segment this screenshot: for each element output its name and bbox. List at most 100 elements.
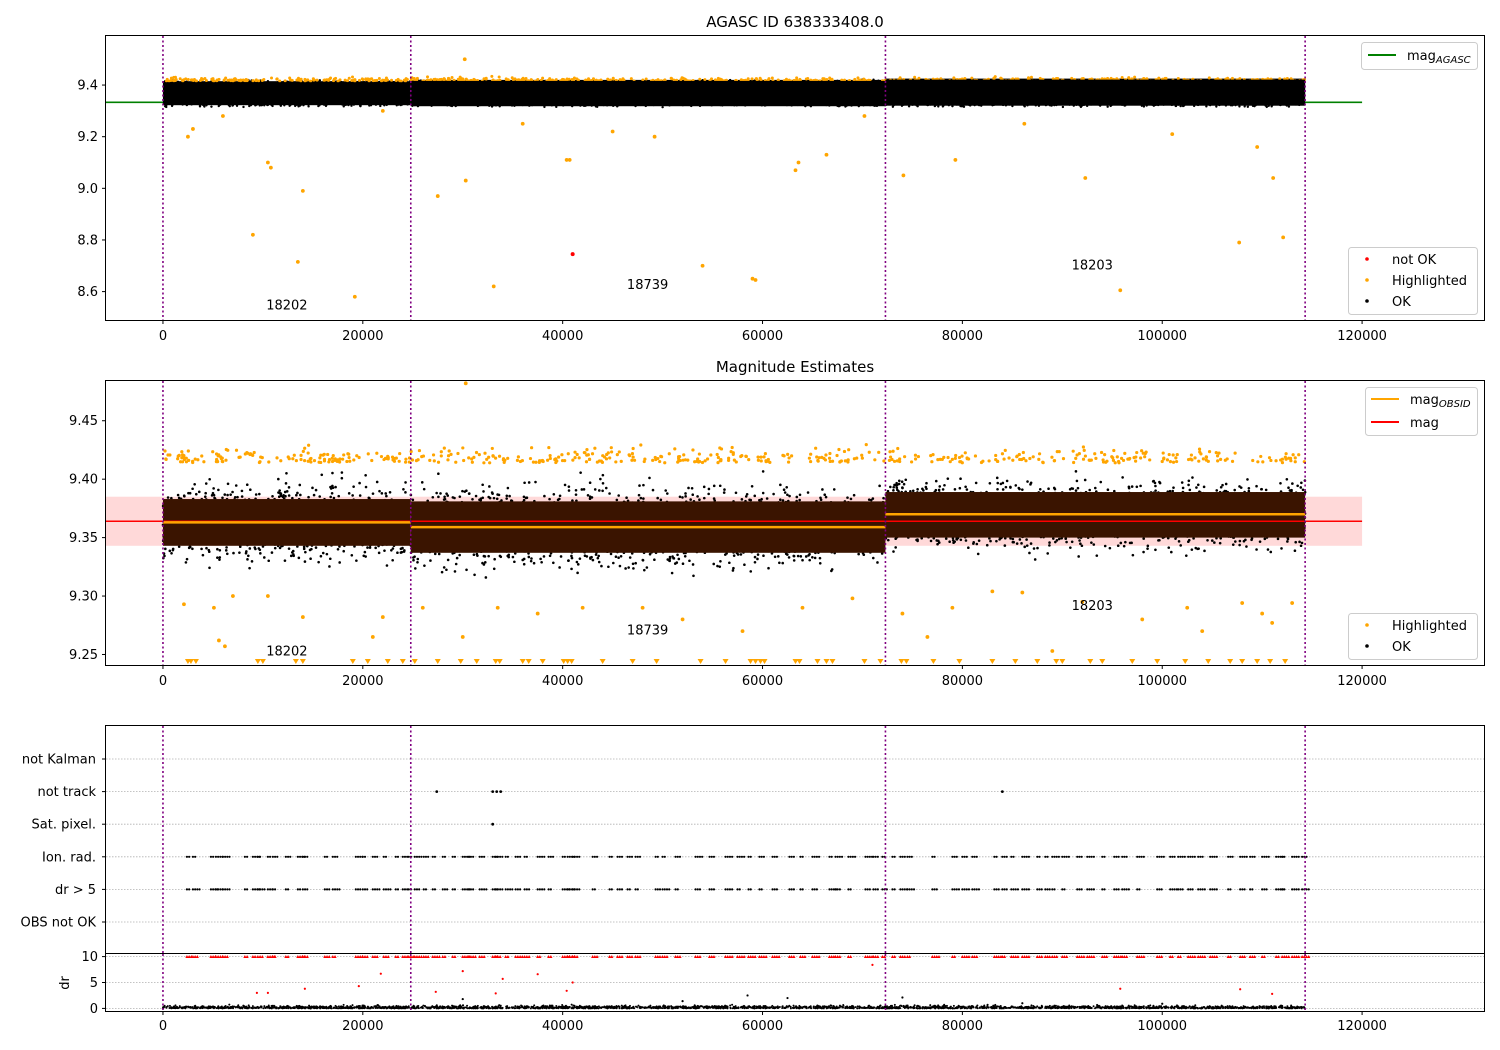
ok-point (580, 488, 584, 491)
highlighted-point (186, 134, 190, 139)
ok-point (508, 494, 511, 498)
ok-point (453, 570, 457, 573)
ok-point (263, 104, 266, 107)
ok-point (163, 554, 166, 558)
ok-point (792, 559, 796, 562)
ok-point (808, 558, 811, 562)
ok-point (728, 78, 732, 82)
ok-point (235, 104, 239, 107)
highlighted-point (299, 77, 303, 81)
ok-point (567, 489, 571, 492)
ok-point (193, 483, 196, 486)
highlighted-point (184, 77, 188, 81)
highlighted-point (204, 79, 208, 83)
ok-point (185, 557, 189, 561)
ytick-label: 8.8 (77, 233, 98, 248)
ok-point (285, 471, 288, 475)
highlighted-point (189, 78, 193, 82)
highlighted-point (746, 77, 750, 81)
ok-point (437, 495, 440, 499)
ok-point (379, 104, 382, 108)
highlighted-point (415, 76, 419, 80)
ok-point (170, 104, 174, 108)
ok-point (818, 556, 822, 560)
ok-point (522, 495, 526, 499)
ok-point (1179, 104, 1182, 108)
highlighted-point (679, 78, 683, 82)
ok-point (567, 485, 571, 488)
highlighted-point (343, 78, 347, 82)
highlighted-point (970, 76, 974, 80)
ok-point (170, 551, 173, 555)
ok-point (937, 105, 940, 108)
highlighted-point (385, 78, 389, 82)
ok-point (691, 563, 695, 566)
ok-point (325, 552, 329, 556)
ok-point (488, 485, 491, 488)
highlighted-point (377, 77, 381, 81)
ok-point (634, 561, 637, 565)
ok-point (529, 559, 533, 563)
ok-point (378, 489, 381, 493)
ok-point (575, 560, 579, 564)
ok-point (283, 559, 287, 562)
ok-point (552, 561, 555, 565)
highlighted-point (224, 76, 228, 80)
highlighted-point (191, 127, 195, 131)
highlighted-point (824, 152, 829, 157)
ok-point (661, 105, 664, 109)
highlighted-point (622, 78, 626, 82)
ok-point (363, 550, 367, 554)
ok-point (732, 554, 736, 557)
ok-point (283, 490, 287, 494)
ok-point (473, 573, 476, 577)
ok-point (1267, 104, 1270, 108)
ok-point (307, 105, 310, 108)
panel1-frame (105, 35, 1485, 321)
highlighted-point (575, 77, 579, 81)
ok-point (338, 545, 341, 548)
ok-point (483, 561, 487, 564)
ok-point (303, 560, 307, 563)
ok-point (684, 495, 687, 498)
ok-point (207, 548, 211, 552)
highlighted-point (322, 78, 326, 82)
xtick-label: 60000 (742, 329, 783, 344)
ok-point (250, 560, 254, 563)
highlighted-point (913, 75, 917, 79)
highlighted-point (750, 276, 755, 281)
obsid-label: 18739 (627, 278, 668, 293)
ok-point (1142, 105, 1146, 108)
ok-point (1287, 105, 1291, 108)
highlighted-point (436, 78, 440, 82)
ok-point (1072, 104, 1075, 107)
highlighted-point (398, 79, 402, 83)
ok-point (292, 553, 295, 556)
ok-point (645, 566, 649, 569)
ok-point (208, 477, 211, 481)
highlighted-point (1070, 76, 1074, 80)
ok-point (614, 555, 618, 558)
ok-point (440, 570, 444, 574)
highlighted-point (796, 160, 801, 165)
ok-point (368, 546, 372, 549)
highlighted-point (504, 77, 508, 81)
highlighted-point (1133, 75, 1137, 79)
ok-point (637, 493, 641, 497)
highlighted-point (584, 78, 588, 82)
xtick-label: 0 (159, 329, 167, 344)
ok-point (1061, 105, 1065, 109)
highlighted-point (353, 78, 357, 82)
ok-point (331, 471, 334, 475)
ok-point (491, 492, 494, 495)
ok-point (232, 551, 235, 555)
ok-point (218, 556, 222, 559)
highlighted-point (1029, 75, 1033, 79)
ok-point (559, 555, 563, 558)
ok-point (976, 552, 980, 556)
ok-point (347, 103, 350, 107)
highlighted-point (450, 76, 454, 80)
ok-point (216, 547, 219, 551)
ok-point (753, 555, 757, 559)
ok-point (558, 494, 562, 498)
